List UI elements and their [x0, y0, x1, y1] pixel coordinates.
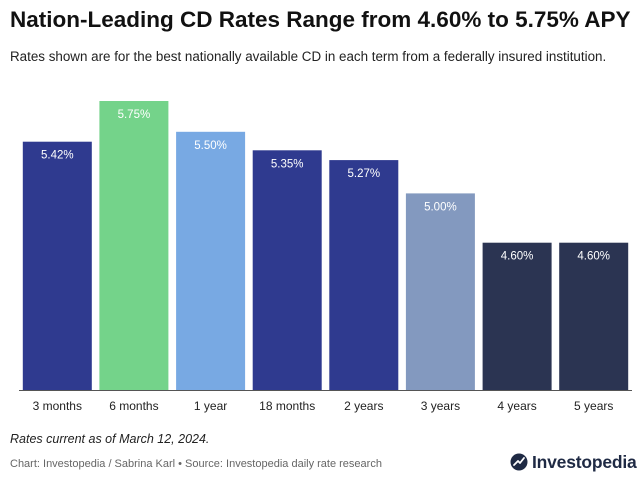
bar-chart: 5.42% 3 months 5.75% 6 months 5.50% 1 year 5.3…: [19, 101, 632, 413]
data-label: 4.60%: [501, 251, 534, 263]
x-tick-label: 1 year: [194, 399, 227, 413]
chart-title: Nation-Leading CD Rates Range from 4.60%…: [10, 7, 631, 32]
bar-18-months: [252, 150, 322, 391]
x-tick-label: 5 years: [574, 399, 613, 413]
data-label: 4.60%: [577, 251, 610, 263]
data-label: 5.35%: [271, 158, 304, 170]
data-label: 5.00%: [424, 201, 457, 213]
investopedia-logo: Investopedia: [510, 451, 637, 473]
data-label: 5.50%: [194, 140, 227, 152]
x-tick-label: 3 years: [421, 399, 460, 413]
x-tick-label: 4 years: [497, 399, 536, 413]
chart-subtitle: Rates shown are for the best nationally …: [10, 49, 607, 64]
chart-source: Chart: Investopedia / Sabrina Karl • Sou…: [10, 458, 382, 470]
x-tick-label: 3 months: [33, 399, 82, 413]
bar-5-years: [559, 242, 629, 391]
bar-2-years: [329, 160, 399, 391]
bar-4-years: [482, 242, 552, 391]
rates-date-note: Rates current as of March 12, 2024.: [10, 432, 210, 446]
x-tick-label: 18 months: [259, 399, 315, 413]
data-label: 5.75%: [118, 109, 151, 121]
logo-text: Investopedia: [532, 451, 637, 472]
x-tick-label: 6 months: [109, 399, 158, 413]
data-label: 5.27%: [347, 168, 380, 180]
bar-3-years: [405, 193, 475, 391]
bar-6-months: [99, 101, 169, 391]
investopedia-logo-icon: [510, 453, 528, 471]
bar-1-year: [176, 131, 246, 391]
data-label: 5.42%: [41, 150, 74, 162]
bar-3-months: [22, 141, 92, 391]
x-tick-label: 2 years: [344, 399, 383, 413]
